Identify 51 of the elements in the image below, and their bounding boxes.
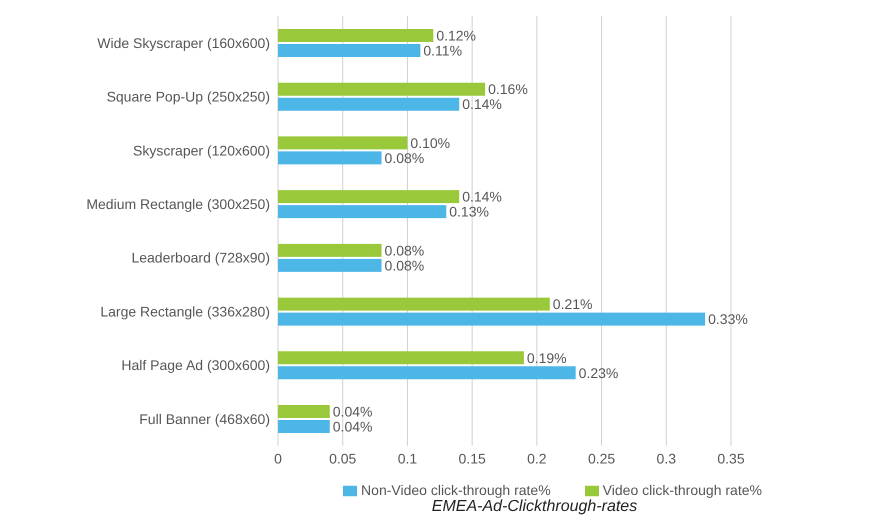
x-tick-label: 0.35 bbox=[717, 450, 745, 467]
legend-label: Video click-through rate% bbox=[602, 482, 762, 498]
data-label: 0.14% bbox=[462, 96, 502, 112]
y-tick-label: Wide Skyscraper (160x600) bbox=[97, 34, 270, 51]
y-tick-label: Square Pop-Up (250x250) bbox=[106, 88, 270, 105]
data-label: 0.12% bbox=[436, 28, 476, 44]
x-tick-label: 0.3 bbox=[656, 450, 676, 467]
data-label: 0.04% bbox=[332, 418, 372, 434]
data-label: 0.08% bbox=[384, 150, 424, 166]
bar bbox=[278, 312, 706, 326]
bar bbox=[278, 190, 460, 204]
x-tick-label: 0.2 bbox=[527, 450, 547, 467]
text: EMEA-Ad-Clickthrough-rates bbox=[430, 498, 638, 516]
bar bbox=[278, 366, 576, 380]
bar bbox=[278, 44, 420, 57]
data-label: 0.13% bbox=[449, 204, 489, 220]
legend-label: Non-Video click-through rate% bbox=[361, 482, 551, 498]
bar bbox=[278, 298, 550, 311]
y-tick-label: Medium Rectangle (300x250) bbox=[86, 196, 270, 212]
bar bbox=[278, 404, 330, 418]
x-tick-label: 0 bbox=[274, 450, 282, 467]
data-label: 0.11% bbox=[423, 42, 462, 58]
bar bbox=[278, 136, 408, 150]
data-label: 0.08% bbox=[384, 242, 424, 258]
data-label: 0.16% bbox=[488, 81, 528, 98]
y-tick-label: Half Page Ad (300x600) bbox=[121, 357, 270, 374]
bar bbox=[278, 258, 382, 272]
data-label: 0.33% bbox=[708, 311, 748, 328]
data-label: 0.23% bbox=[578, 364, 618, 381]
bar bbox=[278, 151, 382, 164]
bar bbox=[278, 351, 524, 364]
bar bbox=[278, 82, 486, 96]
y-tick-label: Skyscraper (120x600) bbox=[133, 142, 270, 158]
x-tick-label: 0.25 bbox=[588, 450, 616, 467]
y-tick-label: Leaderboard (728x90) bbox=[131, 250, 270, 266]
bar bbox=[278, 244, 382, 257]
x-tick-label: 0.15 bbox=[458, 450, 486, 467]
bar bbox=[278, 205, 446, 218]
data-label: 0.21% bbox=[552, 296, 593, 312]
y-tick-label: Full Banner (468x60) bbox=[139, 410, 270, 427]
data-label: 0.08% bbox=[384, 257, 424, 274]
data-label: 0.14% bbox=[462, 188, 502, 205]
data-label: 0.10% bbox=[410, 134, 450, 151]
x-tick-label: 0.1 bbox=[398, 450, 418, 467]
data-label: 0.19% bbox=[526, 350, 567, 366]
bar bbox=[278, 420, 330, 433]
bar bbox=[278, 98, 460, 111]
x-tick-label: 0.05 bbox=[329, 450, 357, 467]
y-tick-label: Large Rectangle (336x280) bbox=[100, 303, 270, 320]
data-label: 0.04% bbox=[332, 403, 372, 420]
bar bbox=[278, 29, 434, 42]
